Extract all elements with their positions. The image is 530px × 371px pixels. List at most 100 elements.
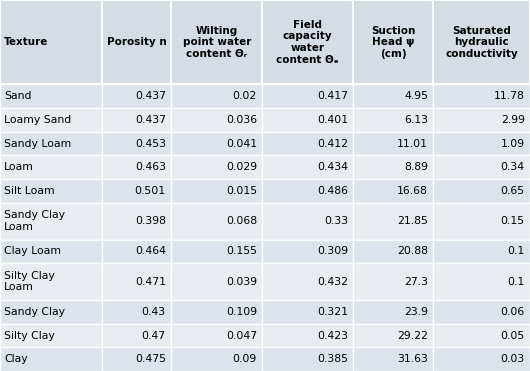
Bar bbox=[262, 263, 354, 300]
Text: 21.85: 21.85 bbox=[397, 216, 428, 226]
Text: 0.432: 0.432 bbox=[317, 277, 348, 287]
Text: 0.03: 0.03 bbox=[500, 354, 525, 364]
Text: Wilting
point water
content Θᵣ: Wilting point water content Θᵣ bbox=[182, 26, 251, 59]
Bar bbox=[171, 324, 262, 347]
Bar bbox=[262, 324, 354, 347]
Bar bbox=[262, 203, 354, 240]
Text: Sandy Clay: Sandy Clay bbox=[4, 307, 65, 317]
Bar bbox=[102, 155, 171, 179]
Text: 11.01: 11.01 bbox=[397, 139, 428, 149]
Text: 0.06: 0.06 bbox=[500, 307, 525, 317]
Text: Loam: Loam bbox=[4, 162, 34, 172]
Text: 0.029: 0.029 bbox=[226, 162, 257, 172]
Text: 0.385: 0.385 bbox=[317, 354, 348, 364]
Text: 0.15: 0.15 bbox=[500, 216, 525, 226]
Text: 0.423: 0.423 bbox=[317, 331, 348, 341]
Bar bbox=[354, 300, 434, 324]
Bar bbox=[171, 203, 262, 240]
Bar bbox=[354, 85, 434, 108]
Text: 0.068: 0.068 bbox=[226, 216, 257, 226]
Text: 11.78: 11.78 bbox=[494, 91, 525, 101]
Text: Porosity n: Porosity n bbox=[107, 37, 166, 47]
Text: 6.13: 6.13 bbox=[404, 115, 428, 125]
Text: Field
capacity
water
content Θₑ: Field capacity water content Θₑ bbox=[277, 20, 339, 65]
Text: 0.412: 0.412 bbox=[317, 139, 348, 149]
Text: 0.486: 0.486 bbox=[317, 186, 348, 196]
Text: 0.1: 0.1 bbox=[507, 277, 525, 287]
Text: Silty Clay
Loam: Silty Clay Loam bbox=[4, 271, 55, 292]
Bar bbox=[171, 0, 262, 85]
Bar bbox=[0, 203, 102, 240]
Bar bbox=[0, 300, 102, 324]
Bar bbox=[262, 155, 354, 179]
Bar bbox=[354, 155, 434, 179]
Bar bbox=[102, 347, 171, 371]
Text: 0.041: 0.041 bbox=[226, 139, 257, 149]
Bar bbox=[262, 300, 354, 324]
Bar bbox=[354, 203, 434, 240]
Text: 0.47: 0.47 bbox=[142, 331, 166, 341]
Bar bbox=[102, 240, 171, 263]
Text: 0.036: 0.036 bbox=[226, 115, 257, 125]
Text: 0.34: 0.34 bbox=[500, 162, 525, 172]
Bar bbox=[354, 179, 434, 203]
Text: 0.02: 0.02 bbox=[233, 91, 257, 101]
Bar bbox=[102, 203, 171, 240]
Text: Saturated
hydraulic
conductivity: Saturated hydraulic conductivity bbox=[445, 26, 518, 59]
Text: 16.68: 16.68 bbox=[397, 186, 428, 196]
Text: 0.155: 0.155 bbox=[226, 246, 257, 256]
Bar bbox=[0, 347, 102, 371]
Bar bbox=[0, 179, 102, 203]
Bar bbox=[434, 324, 530, 347]
Text: Clay: Clay bbox=[4, 354, 28, 364]
Bar bbox=[102, 108, 171, 132]
Text: 2.99: 2.99 bbox=[501, 115, 525, 125]
Bar bbox=[0, 108, 102, 132]
Bar bbox=[434, 240, 530, 263]
Bar bbox=[102, 132, 171, 155]
Text: 27.3: 27.3 bbox=[404, 277, 428, 287]
Bar bbox=[262, 0, 354, 85]
Bar bbox=[262, 179, 354, 203]
Text: 0.047: 0.047 bbox=[226, 331, 257, 341]
Text: Silt Loam: Silt Loam bbox=[4, 186, 55, 196]
Bar bbox=[0, 263, 102, 300]
Bar bbox=[262, 240, 354, 263]
Bar bbox=[0, 0, 102, 85]
Text: Sandy Clay
Loam: Sandy Clay Loam bbox=[4, 210, 65, 232]
Text: 0.501: 0.501 bbox=[135, 186, 166, 196]
Text: 0.463: 0.463 bbox=[135, 162, 166, 172]
Bar bbox=[0, 324, 102, 347]
Text: 8.89: 8.89 bbox=[404, 162, 428, 172]
Text: 0.039: 0.039 bbox=[226, 277, 257, 287]
Text: 0.1: 0.1 bbox=[507, 246, 525, 256]
Text: 20.88: 20.88 bbox=[397, 246, 428, 256]
Bar bbox=[171, 85, 262, 108]
Text: 0.434: 0.434 bbox=[317, 162, 348, 172]
Bar bbox=[0, 85, 102, 108]
Bar bbox=[354, 347, 434, 371]
Text: Clay Loam: Clay Loam bbox=[4, 246, 61, 256]
Bar bbox=[171, 263, 262, 300]
Bar bbox=[171, 300, 262, 324]
Text: 29.22: 29.22 bbox=[397, 331, 428, 341]
Bar bbox=[102, 300, 171, 324]
Bar bbox=[102, 179, 171, 203]
Text: Texture: Texture bbox=[4, 37, 49, 47]
Bar bbox=[354, 240, 434, 263]
Bar bbox=[102, 263, 171, 300]
Bar bbox=[102, 85, 171, 108]
Text: 1.09: 1.09 bbox=[500, 139, 525, 149]
Bar bbox=[354, 0, 434, 85]
Bar bbox=[434, 155, 530, 179]
Bar bbox=[354, 324, 434, 347]
Bar bbox=[171, 108, 262, 132]
Text: Silty Clay: Silty Clay bbox=[4, 331, 55, 341]
Bar bbox=[434, 85, 530, 108]
Text: 31.63: 31.63 bbox=[397, 354, 428, 364]
Text: 0.09: 0.09 bbox=[233, 354, 257, 364]
Text: Suction
Head ψ
(cm): Suction Head ψ (cm) bbox=[371, 26, 416, 59]
Text: 0.43: 0.43 bbox=[142, 307, 166, 317]
Bar bbox=[171, 132, 262, 155]
Bar bbox=[171, 179, 262, 203]
